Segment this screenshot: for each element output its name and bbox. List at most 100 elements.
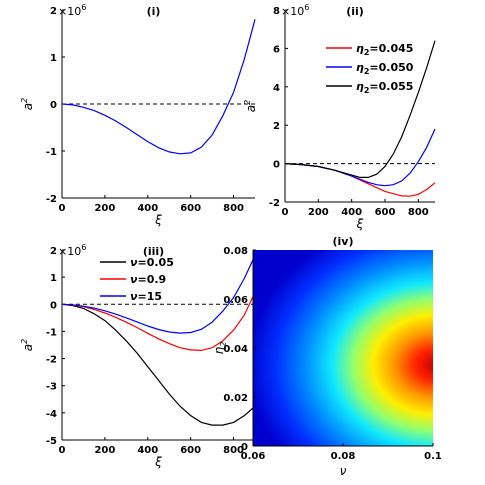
y-axis-label: η2 bbox=[212, 342, 228, 355]
x-axis-label: ξ bbox=[356, 217, 364, 231]
legend-symbol: ν bbox=[130, 290, 138, 303]
series-line-2 bbox=[61, 291, 256, 352]
y-tick-label: -2 bbox=[46, 355, 57, 366]
multiplier-base: ×10 bbox=[281, 5, 304, 18]
legend-value: =15 bbox=[138, 290, 163, 303]
legend-value: =0.050 bbox=[369, 61, 413, 74]
y-tick-label: 0.08 bbox=[223, 246, 248, 257]
panel-title: (ii) bbox=[346, 5, 364, 18]
axis-multiplier: ×106 bbox=[58, 243, 86, 258]
x-tick-label: 200 bbox=[308, 207, 329, 218]
x-tick-label: 800 bbox=[223, 203, 244, 214]
y-axis-label: a2 bbox=[20, 339, 35, 351]
y-tick-label: -1 bbox=[46, 327, 57, 338]
series-line-3 bbox=[61, 255, 256, 334]
axis-multiplier: ×106 bbox=[58, 3, 86, 18]
y-axis-label: a2 bbox=[20, 98, 35, 110]
x-tick-label: 0 bbox=[59, 203, 66, 214]
y-tick-label: 2 bbox=[273, 121, 280, 132]
legend-value: =0.055 bbox=[369, 80, 413, 93]
legend-subscript: 2 bbox=[364, 48, 370, 57]
legend-symbol: ν bbox=[130, 256, 138, 269]
legend-entry: η2=0.050 bbox=[356, 61, 414, 76]
y-tick-label: -3 bbox=[46, 382, 57, 393]
legend-symbol: η bbox=[356, 80, 364, 93]
x-tick-label: 600 bbox=[180, 445, 201, 456]
y-tick-label: 2 bbox=[50, 6, 57, 17]
y-tick-label: 8 bbox=[273, 6, 280, 17]
x-tick-label: 0 bbox=[59, 445, 66, 456]
y-tick-label: 1 bbox=[50, 273, 57, 284]
panel-4: 0.06 0.08 0.1 0 0.02 0.04 0.06 0.08 (iv) ν η2 bbox=[212, 235, 442, 478]
legend-entry: ν=15 bbox=[130, 290, 162, 303]
legend: ν=0.05ν=0.9ν=15 bbox=[100, 256, 174, 303]
y-tick-label: 4 bbox=[273, 83, 280, 94]
x-tick-label: 0.1 bbox=[424, 451, 442, 462]
y-axis-label-main: η bbox=[212, 346, 226, 354]
series-line-3 bbox=[284, 40, 436, 178]
legend-symbol: η bbox=[356, 42, 364, 55]
legend-value: =0.9 bbox=[138, 273, 167, 286]
panel-title: (i) bbox=[147, 5, 161, 18]
x-axis-label: ν bbox=[340, 464, 347, 478]
axis-multiplier: ×106 bbox=[281, 3, 309, 18]
y-tick-label: 0 bbox=[50, 300, 57, 311]
y-tick-label: 1 bbox=[50, 53, 57, 64]
x-tick-label: 0.08 bbox=[331, 451, 356, 462]
legend-entry: η2=0.045 bbox=[356, 42, 413, 57]
y-tick-label: 0.04 bbox=[223, 344, 248, 355]
y-tick-label: -1 bbox=[46, 147, 57, 158]
legend-symbol: ν bbox=[130, 273, 138, 286]
panel-title: (iv) bbox=[333, 235, 354, 248]
y-tick-label: 0 bbox=[273, 160, 280, 171]
multiplier-exponent: 6 bbox=[81, 243, 86, 252]
y-tick-label: 6 bbox=[273, 44, 280, 55]
legend-entry: ν=0.05 bbox=[130, 256, 174, 269]
y-axis-label: a2 bbox=[243, 100, 258, 112]
heatmap-field bbox=[253, 250, 433, 446]
multiplier-base: ×10 bbox=[58, 245, 81, 258]
x-tick-label: 0 bbox=[282, 207, 289, 218]
y-tick-label: -5 bbox=[46, 436, 57, 447]
y-axis-label-main: a bbox=[21, 103, 35, 110]
x-axis-label: ξ bbox=[154, 455, 162, 469]
x-tick-label: 600 bbox=[375, 207, 396, 218]
x-tick-label: 800 bbox=[408, 207, 429, 218]
y-tick-label: -2 bbox=[46, 194, 57, 205]
y-tick-label: -2 bbox=[269, 198, 280, 209]
legend-entry: ν=0.9 bbox=[130, 273, 166, 286]
legend-value: =0.045 bbox=[369, 42, 413, 55]
x-tick-label: 400 bbox=[137, 445, 158, 456]
multiplier-base: ×10 bbox=[58, 5, 81, 18]
y-axis-label-sub: 2 bbox=[219, 342, 228, 347]
y-tick-label: 0 bbox=[241, 442, 248, 453]
x-tick-label: 200 bbox=[94, 203, 115, 214]
x-tick-label: 400 bbox=[137, 203, 158, 214]
series-line-1 bbox=[284, 163, 436, 197]
y-axis-label-sup: 2 bbox=[20, 339, 29, 344]
x-tick-label: 0.06 bbox=[241, 451, 266, 462]
legend-subscript: 2 bbox=[364, 67, 370, 76]
panel-title: (iii) bbox=[143, 245, 164, 258]
x-tick-label: 200 bbox=[94, 445, 115, 456]
series-line-1 bbox=[61, 19, 256, 155]
legend-symbol: η bbox=[356, 61, 364, 74]
x-tick-label: 800 bbox=[223, 445, 244, 456]
y-tick-label: 2 bbox=[50, 246, 57, 257]
y-axis-label-main: a bbox=[21, 344, 35, 351]
legend-value: =0.05 bbox=[138, 256, 174, 269]
y-tick-label: 0.02 bbox=[223, 393, 248, 404]
y-axis-label-main: a bbox=[244, 105, 258, 112]
x-tick-label: 400 bbox=[341, 207, 362, 218]
legend-subscript: 2 bbox=[364, 86, 370, 95]
y-axis-label-sup: 2 bbox=[20, 98, 29, 103]
multiplier-exponent: 6 bbox=[304, 3, 309, 12]
y-tick-label: -4 bbox=[46, 409, 57, 420]
x-tick-label: 600 bbox=[180, 203, 201, 214]
multiplier-exponent: 6 bbox=[81, 3, 86, 12]
